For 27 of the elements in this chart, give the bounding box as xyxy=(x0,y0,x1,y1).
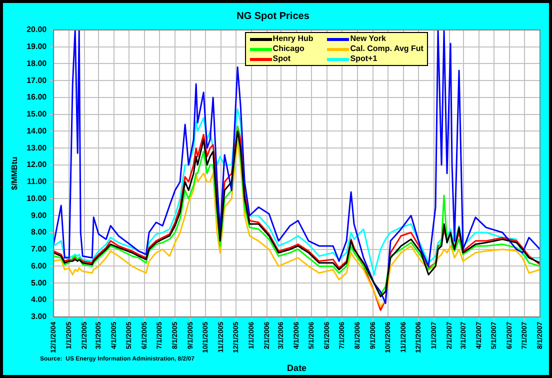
y-tick-label: 13.00 xyxy=(26,143,48,152)
y-tick-label: 8.00 xyxy=(31,228,48,237)
y-tick-label: 6.00 xyxy=(31,261,48,270)
legend-label: Spot+1 xyxy=(350,54,378,64)
y-tick-label: 16.00 xyxy=(26,92,48,102)
y-tick-label: 3.00 xyxy=(31,312,48,322)
y-tick-label: 17.00 xyxy=(26,76,48,85)
y-tick-label: 5.00 xyxy=(31,278,48,288)
legend-label: Chicago xyxy=(272,44,304,54)
y-tick-label: 4.00 xyxy=(31,295,48,304)
y-tick-label: 9.00 xyxy=(31,210,48,220)
legend-label: New York xyxy=(350,34,386,44)
legend-label: Cal. Comp. Avg Fut xyxy=(350,44,424,54)
y-axis-title: $/MMBtu xyxy=(10,156,20,190)
legend-label: Spot xyxy=(272,54,291,64)
y-tick-label: 7.00 xyxy=(31,244,48,254)
chart-title: NG Spot Prices xyxy=(236,10,310,22)
y-tick-label: 19.00 xyxy=(26,42,48,52)
y-tick-label: 15.00 xyxy=(26,110,48,119)
y-tick-label: 11.00 xyxy=(27,177,48,186)
legend-label: Henry Hub xyxy=(272,34,314,44)
y-tick-label: 14.00 xyxy=(26,126,48,136)
y-tick-label: 12.00 xyxy=(26,160,48,170)
x-axis-title: Date xyxy=(287,362,307,373)
y-tick-label: 10.00 xyxy=(26,194,48,203)
y-tick-label: 20.00 xyxy=(26,25,48,34)
y-tick-label: 18.00 xyxy=(26,58,48,68)
